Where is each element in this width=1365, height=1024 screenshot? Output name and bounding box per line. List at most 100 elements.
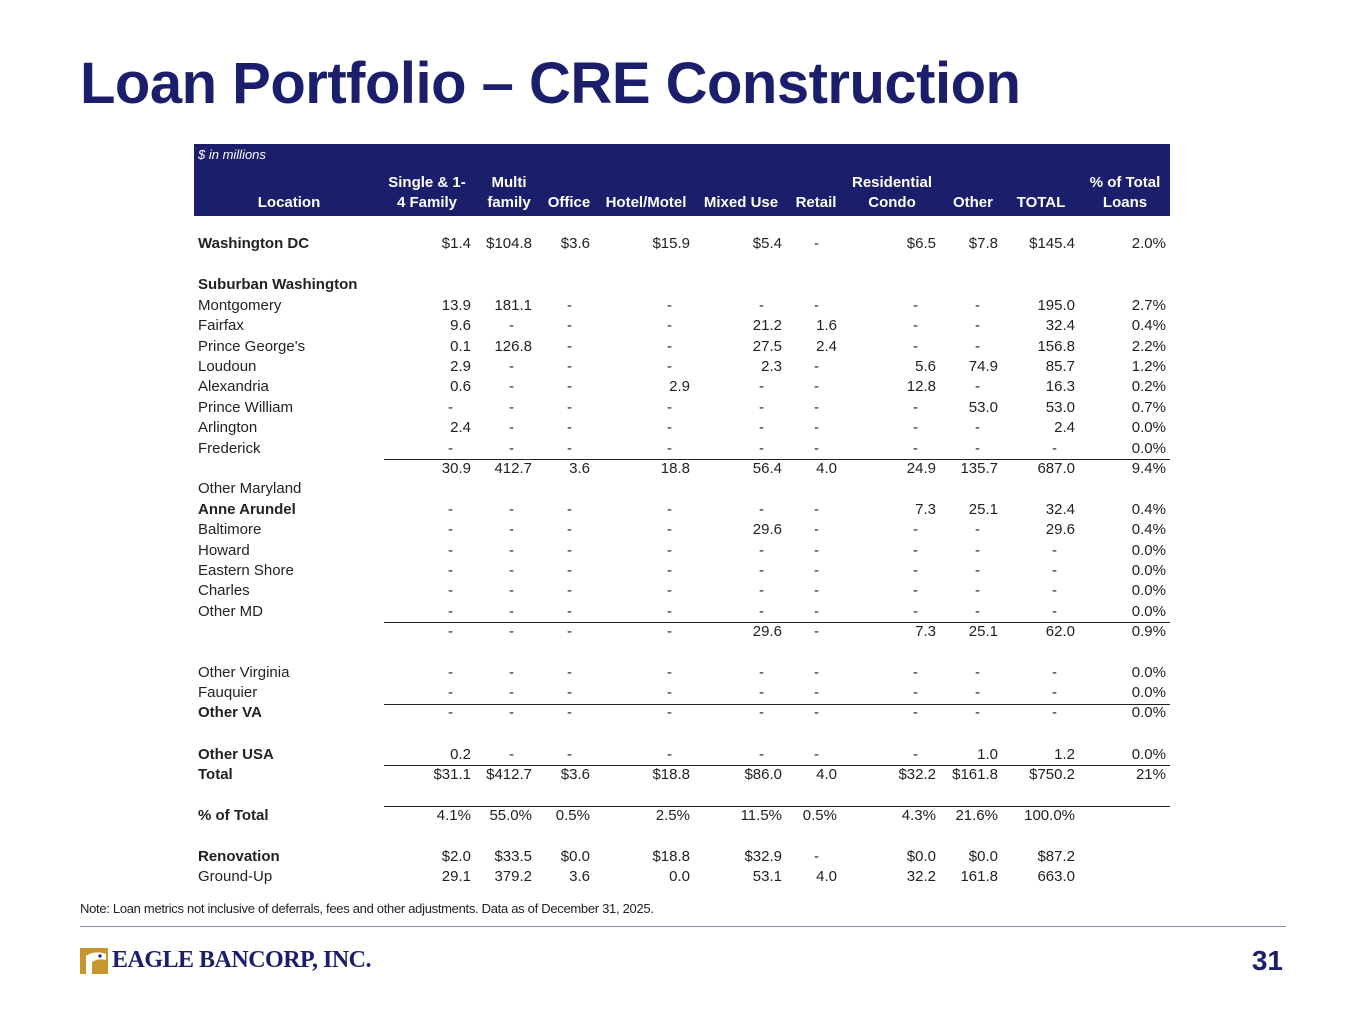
table-cell: - (814, 848, 819, 865)
table-cell: - (509, 440, 514, 457)
table-cell: - (913, 582, 918, 599)
table-cell: 0.0% (1131, 582, 1166, 599)
table-cell: $1.4 (441, 235, 471, 252)
row-label: Other USA (198, 746, 274, 763)
table-cell: 0.0% (1131, 684, 1166, 701)
table-cell: - (448, 501, 453, 518)
table-cell: - (567, 746, 572, 763)
table-cell: - (667, 419, 672, 436)
table-cell: 85.7 (1045, 358, 1075, 375)
table-cell: 0.4% (1131, 521, 1166, 538)
table-cell: - (759, 297, 764, 314)
row-label: Anne Arundel (198, 501, 296, 518)
table-cell: - (667, 542, 672, 559)
table-cell: - (448, 582, 453, 599)
table-cell: - (814, 358, 819, 375)
column-header-line: Single & 1- (388, 174, 466, 191)
table-cell: 2.4 (816, 338, 837, 355)
table-cell: 29.6 (1045, 521, 1075, 538)
logo-text: EAGLE BANCORP, INC. (112, 946, 372, 973)
table-cell: - (509, 378, 514, 395)
table-cell: 11.5% (740, 807, 782, 824)
table-cell: 21.6% (955, 807, 998, 824)
table-cell: 2.0% (1131, 235, 1166, 252)
table-row: Montgomery 13.9 181.1 - - - - - - 195.0 2.7% (194, 296, 1170, 316)
table-cell: - (975, 338, 980, 355)
subtotal-rule (384, 806, 1170, 807)
table-cell: - (567, 440, 572, 457)
table-cell: $145.4 (1029, 235, 1075, 252)
table-cell: 4.1% (436, 807, 471, 824)
table-cell: $104.8 (486, 235, 532, 252)
table-cell: $31.1 (433, 766, 471, 783)
column-header-line: 4 Family (396, 194, 458, 211)
table-cell: - (667, 338, 672, 355)
table-cell: 100.0% (1024, 807, 1075, 824)
table-cell: $18.8 (652, 848, 690, 865)
table-cell: 0.2 (450, 746, 471, 763)
table-cell: - (667, 521, 672, 538)
table-row: Suburban Washington (194, 275, 1170, 295)
table-cell: 0.0% (1131, 419, 1166, 436)
table-row: Washington DC $1.4 $104.8 $3.6 $15.9 $5.4 - $6.… (194, 234, 1170, 254)
table-cell: - (975, 582, 980, 599)
table-cell: - (975, 521, 980, 538)
slide-title: Loan Portfolio – CRE Construction (80, 51, 1021, 116)
table-cell: - (1052, 603, 1057, 620)
table-cell: $0.0 (906, 848, 936, 865)
column-header-line: Residential (851, 174, 933, 191)
column-header-line: Multi (491, 174, 527, 191)
table-cell: 3.6 (569, 460, 590, 477)
footnote: Note: Loan metrics not inclusive of defe… (80, 901, 654, 916)
table-cell: 2.2% (1131, 338, 1166, 355)
table-row: Eastern Shore - - - - - - - - - 0.0% (194, 561, 1170, 581)
table-cell: $32.2 (898, 766, 936, 783)
table-cell: $3.6 (560, 235, 590, 252)
table-row: Charles - - - - - - - - - 0.0% (194, 581, 1170, 601)
table-cell: $15.9 (652, 235, 690, 252)
table-cell: 18.8 (660, 460, 690, 477)
table-cell: - (667, 623, 672, 640)
table-cell: - (448, 399, 453, 416)
table-cell: 2.5% (655, 807, 690, 824)
cre-construction-table: $ in millions Location Single & 1- 4 Famil… (194, 144, 1170, 885)
table-cell: - (509, 358, 514, 375)
column-header: Location (229, 193, 349, 213)
table-cell: - (448, 521, 453, 538)
table-row: - - - - 29.6 - 7.3 25.1 62.0 0.9% (194, 622, 1170, 642)
table-cell: - (814, 684, 819, 701)
table-cell: - (759, 582, 764, 599)
table-cell: - (448, 623, 453, 640)
table-cell: - (567, 603, 572, 620)
table-cell: - (667, 603, 672, 620)
table-cell: - (567, 582, 572, 599)
table-cell: - (567, 338, 572, 355)
table-row: Other Virginia - - - - - - - - - 0.0% (194, 663, 1170, 683)
table-row: Other MD - - - - - - - - - 0.0% (194, 602, 1170, 622)
row-label: Howard (198, 542, 250, 559)
table-cell: $5.4 (752, 235, 782, 252)
table-cell: - (913, 317, 918, 334)
table-cell: 1.6 (816, 317, 837, 334)
table-cell: 21.2 (752, 317, 782, 334)
table-cell: 7.3 (915, 623, 936, 640)
subtotal-rule (384, 704, 1170, 705)
table-cell: 0.0% (1131, 542, 1166, 559)
table-cell: - (814, 704, 819, 721)
table-cell: 663.0 (1037, 868, 1075, 885)
units-label: $ in millions (198, 147, 266, 162)
table-cell: 195.0 (1037, 297, 1075, 314)
table-cell: - (567, 378, 572, 395)
table-cell: 12.8 (906, 378, 936, 395)
table-cell: - (509, 562, 514, 579)
table-cell: - (975, 297, 980, 314)
table-cell: 4.3% (901, 807, 936, 824)
column-header: Other (913, 193, 1033, 213)
table-cell: - (509, 582, 514, 599)
table-cell: - (975, 542, 980, 559)
table-cell: 0.0% (1131, 746, 1166, 763)
table-cell: $750.2 (1029, 766, 1075, 783)
table-cell: - (759, 664, 764, 681)
table-cell: - (567, 317, 572, 334)
table-cell: 30.9 (441, 460, 471, 477)
